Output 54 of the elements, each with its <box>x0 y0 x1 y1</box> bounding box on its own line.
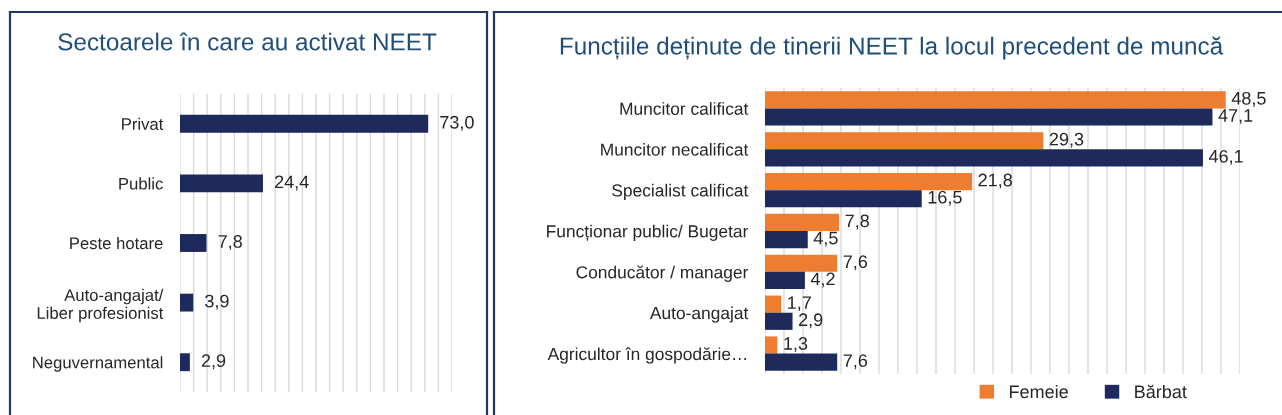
y-tick-label: Auto-angajat/ Liber profesionist <box>37 288 164 323</box>
bar <box>765 213 840 231</box>
y-tick-label: Conducător / manager <box>576 265 749 282</box>
bar <box>765 254 838 272</box>
y-tick-label: Agricultor în gospodărie… <box>547 347 746 364</box>
bar <box>765 295 782 313</box>
bar <box>765 353 838 371</box>
legend-label: Bărbat <box>1135 384 1187 399</box>
data-label: 1,3 <box>784 337 808 352</box>
bar <box>765 108 1213 126</box>
data-label: 48,5 <box>1231 91 1266 107</box>
bar <box>765 149 1203 167</box>
data-label: 2,9 <box>201 354 226 370</box>
bar <box>765 231 808 249</box>
chart-title: Sectoarele în care au activat NEET <box>58 32 437 51</box>
legend-label: Femeie <box>1009 384 1068 399</box>
bar <box>765 312 793 330</box>
bar <box>765 336 778 354</box>
y-tick-label: Funcționar public/ Bugetar <box>547 224 749 241</box>
y-tick-label: Public <box>119 177 163 190</box>
data-label: 4,2 <box>810 272 835 288</box>
data-label: 3,9 <box>205 294 229 310</box>
data-label: 7,8 <box>218 235 242 250</box>
bar <box>765 132 1044 150</box>
y-tick-label: Muncitor necalificat <box>601 143 749 156</box>
data-label: 2,9 <box>799 313 823 329</box>
y-tick-label: Auto-angajat <box>649 306 749 323</box>
bar <box>765 271 805 290</box>
bar <box>765 190 922 208</box>
y-tick-label: Specialist calificat <box>612 183 749 201</box>
y-tick-label: Neguvernamental <box>33 356 163 372</box>
data-label: 21,8 <box>978 173 1013 189</box>
y-tick-label: Muncitor calificat <box>620 102 749 115</box>
data-label: 73,0 <box>440 115 474 131</box>
chart-title: Funcțiile deținute de tinerii NEET la locul precedent de muncă <box>560 36 1224 60</box>
data-label: 47,1 <box>1218 109 1253 124</box>
data-label: 7,8 <box>845 214 869 230</box>
bar <box>180 234 207 252</box>
data-label: 7,6 <box>843 255 868 271</box>
bar <box>180 293 194 312</box>
data-label: 46,1 <box>1208 149 1243 165</box>
data-label: 16,5 <box>928 190 962 206</box>
bar <box>180 353 190 372</box>
y-tick-label: Privat <box>122 117 164 130</box>
data-label: 24,4 <box>274 175 309 191</box>
data-label: 29,3 <box>1049 132 1084 148</box>
data-label: 4,5 <box>813 231 838 247</box>
y-tick-label: Peste hotare <box>70 236 163 250</box>
bar <box>765 172 973 191</box>
bar <box>180 114 429 133</box>
bar <box>180 174 263 193</box>
data-label: 7,6 <box>843 354 868 370</box>
bar <box>765 91 1226 109</box>
data-label: 1,7 <box>788 296 811 312</box>
